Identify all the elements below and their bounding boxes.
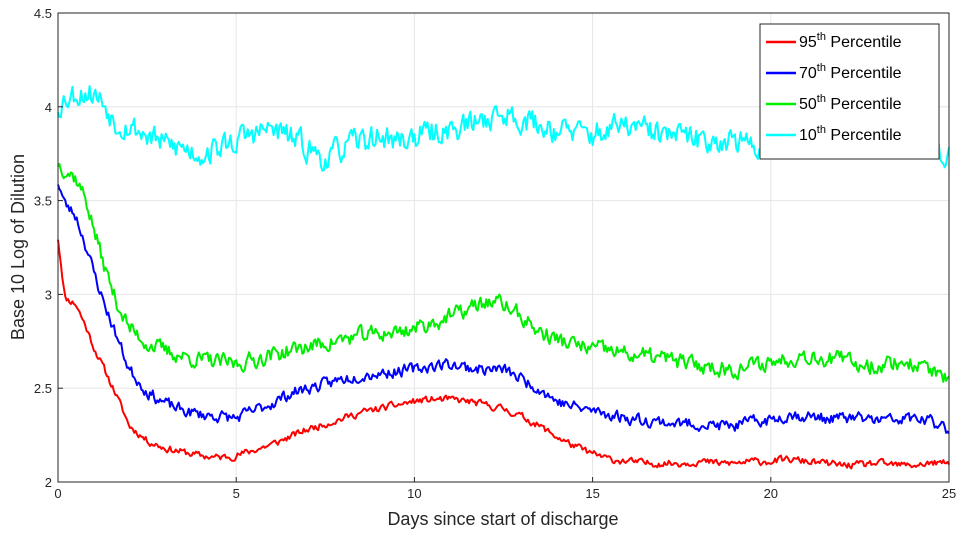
series-line bbox=[57, 162, 950, 383]
y-tick-label: 3 bbox=[45, 287, 52, 302]
legend-label-superscript: th bbox=[817, 31, 826, 43]
x-tick-label: 15 bbox=[585, 486, 599, 501]
x-tick-label: 25 bbox=[942, 486, 956, 501]
y-tick-label: 2.5 bbox=[34, 381, 52, 396]
legend-label-number: 50 bbox=[799, 96, 817, 113]
legend-box bbox=[759, 23, 940, 160]
legend-label-text: Percentile bbox=[826, 34, 902, 51]
y-tick-label: 4.5 bbox=[34, 6, 52, 21]
legend-label-number: 95 bbox=[799, 34, 817, 51]
legend-label: 10th Percentile bbox=[799, 124, 902, 144]
legend-label-text: Percentile bbox=[826, 96, 902, 113]
plot-frame bbox=[57, 12, 950, 483]
legend-label-superscript: th bbox=[817, 93, 826, 105]
series-line bbox=[57, 239, 950, 470]
y-tick-label: 3.5 bbox=[34, 194, 52, 209]
legend-label-text: Percentile bbox=[826, 127, 902, 144]
legend-label: 50th Percentile bbox=[799, 93, 902, 113]
x-tick-label: 5 bbox=[233, 486, 240, 501]
legend-label: 70th Percentile bbox=[799, 62, 902, 82]
x-tick-label: 0 bbox=[54, 486, 61, 501]
legend-label-text: Percentile bbox=[826, 65, 902, 82]
legend-label: 95th Percentile bbox=[799, 31, 902, 51]
legend-label-superscript: th bbox=[817, 62, 826, 74]
y-tick-label: 2 bbox=[45, 475, 52, 490]
y-axis-label: Base 10 Log of Dilution bbox=[8, 154, 28, 340]
x-axis: 0 5 10 15 20 25 bbox=[54, 477, 956, 501]
y-tick-label: 4 bbox=[45, 100, 52, 115]
x-tick-label: 20 bbox=[764, 486, 778, 501]
y-axis: 2 2.5 3 3.5 4 4.5 bbox=[34, 6, 63, 490]
legend-label-number: 70 bbox=[799, 65, 817, 82]
series-line bbox=[57, 184, 950, 435]
legend-label-number: 10 bbox=[799, 127, 817, 144]
x-axis-label: Days since start of discharge bbox=[387, 509, 618, 529]
legend-label-superscript: th bbox=[817, 124, 826, 136]
x-tick-label: 10 bbox=[407, 486, 421, 501]
